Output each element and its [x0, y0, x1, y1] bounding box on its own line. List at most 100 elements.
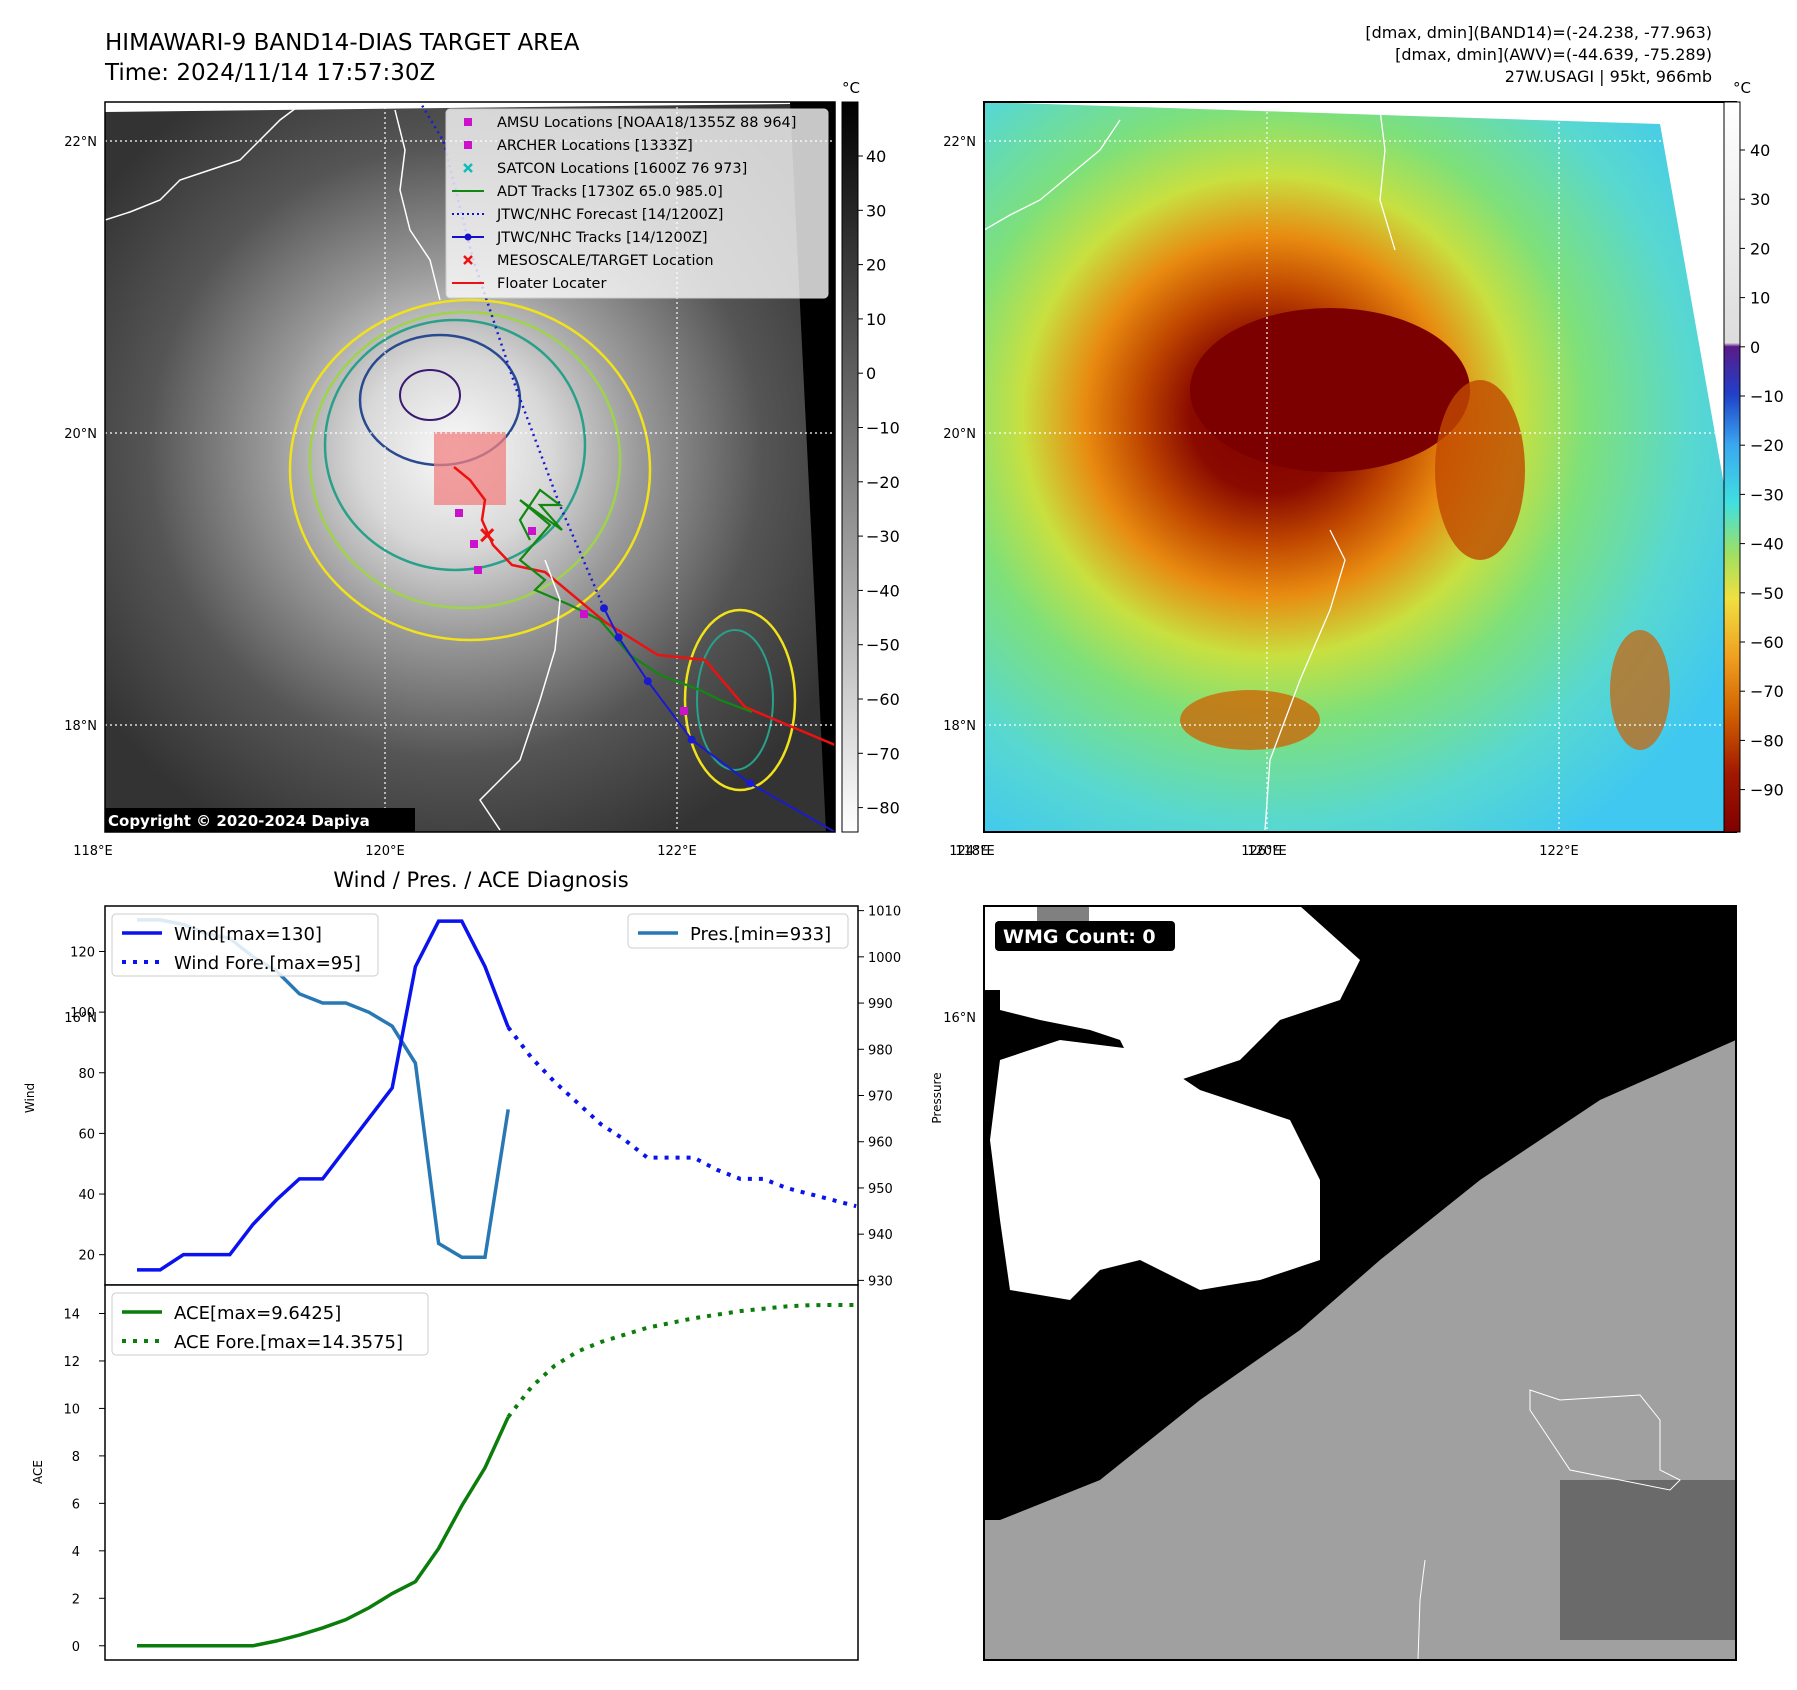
- coastline-china-2: [984, 119, 1121, 231]
- ace-yticks: 0 2 4 6 8 10 12 14: [63, 1307, 105, 1655]
- floater-track: [453, 466, 835, 747]
- pres-legend-box: [627, 913, 849, 949]
- color-tick-label: 10: [1750, 289, 1770, 308]
- ace-line: [137, 1416, 510, 1648]
- ir-map-frame: [104, 101, 836, 833]
- ace-tick-label: 10: [63, 1402, 80, 1417]
- wmg-dark-block: [1560, 1480, 1736, 1640]
- legend-entry: SATCON Locations [1600Z 76 973]: [463, 161, 747, 177]
- rainband-east: [1435, 380, 1525, 560]
- gray-tick-label: −30: [866, 527, 900, 546]
- lat-label: 20°N: [64, 427, 97, 442]
- wmg-panel: WMG Count: 0: [983, 905, 1737, 1661]
- legend-x-marker: [463, 255, 473, 265]
- stats-awv: [dmax, dmin](AWV)=(-44.639, -75.289): [1395, 45, 1712, 64]
- legend-label: ARCHER Locations [1333Z]: [497, 138, 693, 154]
- ir-lat-labels: 24°N22°N20°N18°N16°N: [64, 135, 97, 1026]
- contour-yellow: [288, 298, 652, 642]
- lon-label: 126°E: [1241, 844, 1281, 859]
- color-tick-label: −60: [1750, 633, 1784, 652]
- legend-entry: JTWC/NHC Forecast [14/1200Z]: [452, 207, 723, 223]
- contour-purple: [399, 369, 461, 421]
- wmg-gray-block: [1037, 906, 1089, 924]
- pres-tick-label: 970: [868, 1090, 893, 1105]
- ir-lon-labels: 118°E 120°E 122°E 124°E 126°E: [73, 844, 1281, 859]
- pres-legend-label: Pres.[min=933]: [690, 924, 831, 945]
- color-tick-label: −20: [1750, 436, 1784, 455]
- color-gridlines: [984, 102, 1736, 832]
- wind-tick-label: 40: [78, 1188, 95, 1203]
- lon-label: 120°E: [1247, 844, 1287, 859]
- pressure-yticks: 930 940 950 960 970 980 990 1000 1010: [858, 905, 901, 1289]
- amsu-marker: [474, 566, 482, 574]
- copyright-text: Copyright © 2020-2024 Dapiya: [108, 812, 370, 830]
- ace-forecast-line: [506, 1303, 857, 1419]
- legend-entry: AMSU Locations [NOAA18/1355Z 88 964]: [464, 115, 796, 131]
- pressure-ylabel: Pressure: [930, 1072, 944, 1123]
- gray-tick-label: 40: [866, 147, 886, 166]
- jtwc-point: [614, 633, 623, 642]
- wind-tick-label: 60: [78, 1127, 95, 1142]
- figure-title: HIMAWARI-9 BAND14-DIAS TARGET AREA: [105, 30, 580, 56]
- stats-band14: [dmax, dmin](BAND14)=(-24.238, -77.963): [1365, 23, 1712, 42]
- contour-light-green: [308, 310, 622, 610]
- cold-core: [1190, 308, 1470, 472]
- contour-teal-band: [696, 629, 774, 771]
- lon-label: 124°E: [949, 844, 989, 859]
- gray-tick-label: −50: [866, 636, 900, 655]
- wmg-frame: [983, 905, 1737, 1661]
- color-tick-label: −10: [1750, 387, 1784, 406]
- ace-tick-label: 6: [72, 1497, 80, 1512]
- legend-entry: Floater Locater: [452, 276, 606, 292]
- figure-time: Time: 2024/11/14 17:57:30Z: [104, 60, 435, 86]
- color-colorbar-ticks: 40 30 20 10 0 −10 −20 −30 −40 −50 −60 −70 −80 −90: [1740, 141, 1784, 800]
- color-tick-label: −40: [1750, 535, 1784, 554]
- legend-x-marker: [463, 163, 473, 173]
- wmg-coast-2: [1417, 1559, 1426, 1661]
- contour-teal: [323, 318, 587, 572]
- amsu-marker: [455, 509, 463, 517]
- color-tick-label: 40: [1750, 141, 1770, 160]
- legend-entry: ADT Tracks [1730Z 65.0 985.0]: [452, 184, 723, 200]
- pres-tick-label: 980: [868, 1043, 893, 1058]
- ace-tick-label: 12: [63, 1355, 80, 1370]
- wmg-count: WMG Count: 0: [1003, 926, 1156, 948]
- jtwc-point: [643, 677, 652, 686]
- gray-tick-label: 20: [866, 256, 886, 275]
- gray-tick-label: −70: [866, 744, 900, 763]
- color-colorbar-unit: °C: [1733, 79, 1751, 97]
- lat-label: 18°N: [64, 719, 97, 734]
- wind-fc-legend-label: Wind Fore.[max=95]: [174, 953, 361, 974]
- coastline-luzon-2: [1264, 529, 1346, 831]
- no-data-top: [105, 102, 790, 112]
- jtwc-track-points: [600, 604, 856, 846]
- coastline-taiwan: [394, 109, 441, 301]
- lon-label: 122°E: [657, 844, 697, 859]
- wind-line: [137, 919, 510, 1272]
- wmg-coast: [1529, 1389, 1681, 1491]
- legend-entry: JTWC/NHC Tracks [14/1200Z]: [452, 230, 708, 246]
- legend-label: Floater Locater: [497, 276, 606, 292]
- color-colorbar: [1723, 101, 1741, 833]
- gray-colorbar-ticks: 40 30 20 10 0 −10 −20 −30 −40 −50 −60 −70 −80: [858, 147, 900, 818]
- legend-square-marker: [464, 141, 472, 149]
- gray-tick-label: −40: [866, 581, 900, 600]
- gray-tick-label: −10: [866, 419, 900, 438]
- color-tick-label: −90: [1750, 781, 1784, 800]
- adt-track: [518, 488, 753, 714]
- jtwc-point: [848, 838, 856, 846]
- gray-tick-label: −80: [866, 799, 900, 818]
- lat-label: 18°N: [943, 719, 976, 734]
- color-tick-label: 20: [1750, 239, 1770, 258]
- pres-tick-label: 960: [868, 1136, 893, 1151]
- gray-colorbar: [841, 101, 859, 833]
- coastline-china: [105, 104, 301, 221]
- gray-colorbar-unit: °C: [842, 79, 860, 97]
- pres-tick-label: 930: [868, 1274, 893, 1289]
- amsu-marker: [680, 707, 688, 715]
- color-tick-label: −30: [1750, 485, 1784, 504]
- lat-label: 22°N: [943, 135, 976, 150]
- ace-tick-label: 14: [63, 1307, 80, 1322]
- lat-label: 22°N: [64, 135, 97, 150]
- wind-tick-label: 80: [78, 1067, 95, 1082]
